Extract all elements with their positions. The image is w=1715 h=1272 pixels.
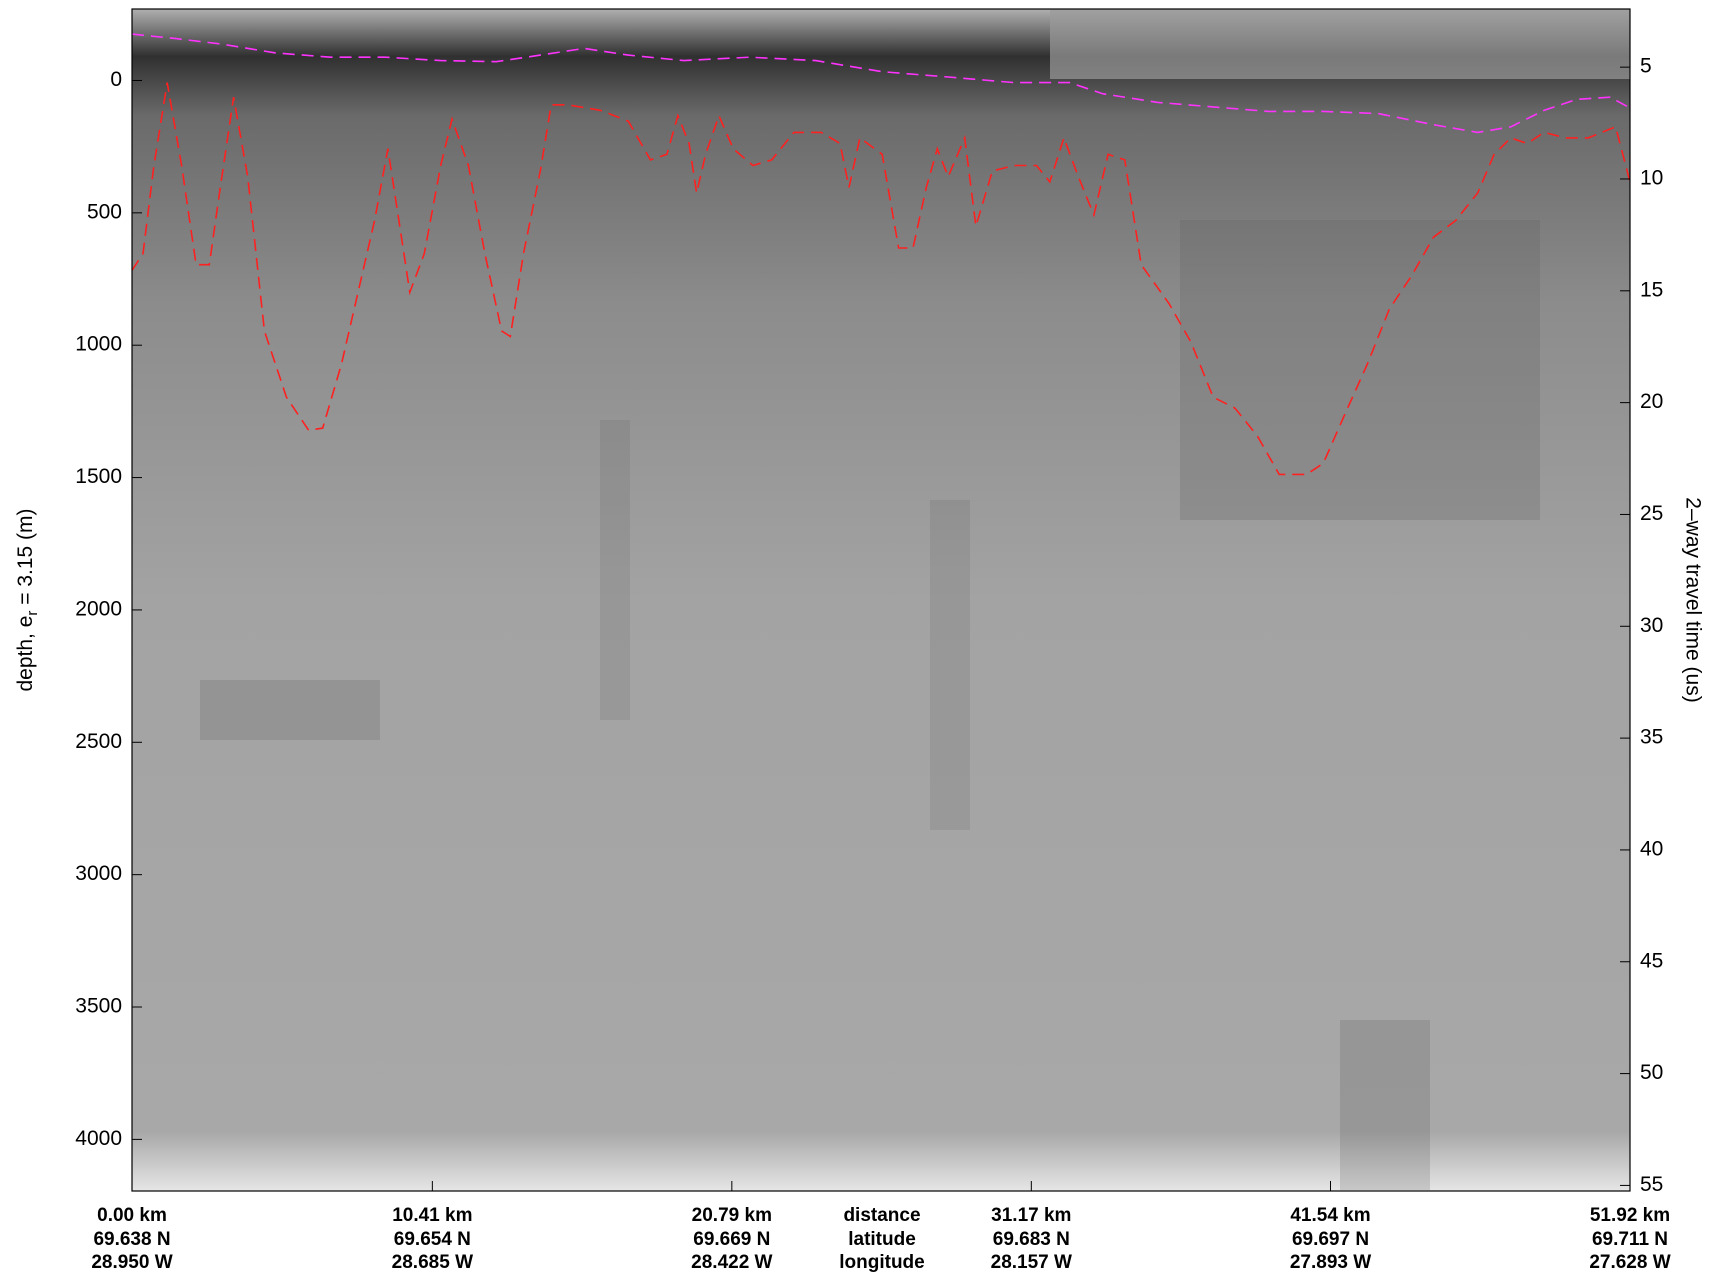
y2-tick-label: 20 (1640, 390, 1663, 413)
y-label-text: depth, e (14, 616, 37, 692)
x-tick-label: 31.17 km (991, 1205, 1071, 1226)
x-tick-label: 0.00 km (97, 1205, 167, 1226)
pick-lines (131, 33, 1631, 476)
x-tick-label: 41.54 km (1290, 1205, 1370, 1226)
latitude-label: 69.711 N (1592, 1229, 1668, 1250)
y2-tick-label: 55 (1640, 1173, 1663, 1196)
plot-frame (131, 8, 1631, 1192)
latitude-label: 69.683 N (993, 1229, 1070, 1250)
longitude-label: 27.628 W (1589, 1252, 1670, 1272)
y-tick-label: 2000 (75, 597, 122, 620)
x-tick-label: 20.79 km (692, 1205, 772, 1226)
y2-axis-label: 2–way travel time (us) (1681, 497, 1704, 702)
y2-tick-label: 45 (1640, 949, 1663, 972)
y-label-subscript: r (24, 611, 41, 616)
y-tick-label: 500 (87, 200, 122, 223)
y2-tick-label: 40 (1640, 837, 1663, 860)
y2-tick-label: 15 (1640, 278, 1663, 301)
x-tick-label: 51.92 km (1590, 1205, 1670, 1226)
y-tick-label: 3000 (75, 862, 122, 885)
y-tick-label: 4000 (75, 1127, 122, 1150)
longitude-label: 27.893 W (1290, 1252, 1371, 1272)
longitude-label: 28.157 W (991, 1252, 1072, 1272)
latitude-label: 69.697 N (1292, 1229, 1369, 1250)
row-label: longitude (839, 1252, 924, 1272)
longitude-label: 28.422 W (691, 1252, 772, 1272)
longitude-label: 28.950 W (91, 1252, 172, 1272)
latitude-label: 69.654 N (394, 1229, 471, 1250)
y-label-text: = 3.15 (m) (14, 508, 37, 610)
y-tick-label: 0 (110, 68, 122, 91)
pick-line (131, 33, 1631, 134)
y2-tick-label: 35 (1640, 726, 1663, 749)
y-tick-label: 2500 (75, 730, 122, 753)
latitude-label: 69.669 N (693, 1229, 770, 1250)
y2-tick-label: 30 (1640, 614, 1663, 637)
y-tick-label: 3500 (75, 995, 122, 1018)
y2-tick-label: 10 (1640, 167, 1663, 190)
y-tick-label: 1500 (75, 465, 122, 488)
y2-tick-label: 50 (1640, 1061, 1663, 1084)
row-label: latitude (848, 1229, 916, 1250)
y-tick-label: 1000 (75, 333, 122, 356)
longitude-label: 28.685 W (392, 1252, 473, 1272)
latitude-label: 69.638 N (93, 1229, 170, 1250)
row-label: distance (843, 1205, 920, 1226)
y-axis-label: depth, er = 3.15 (m) (14, 508, 41, 691)
pick-line (131, 82, 1631, 476)
echogram (132, 9, 1630, 1191)
y2-tick-label: 5 (1640, 55, 1652, 78)
y2-tick-label: 25 (1640, 502, 1663, 525)
x-tick-label: 10.41 km (392, 1205, 472, 1226)
